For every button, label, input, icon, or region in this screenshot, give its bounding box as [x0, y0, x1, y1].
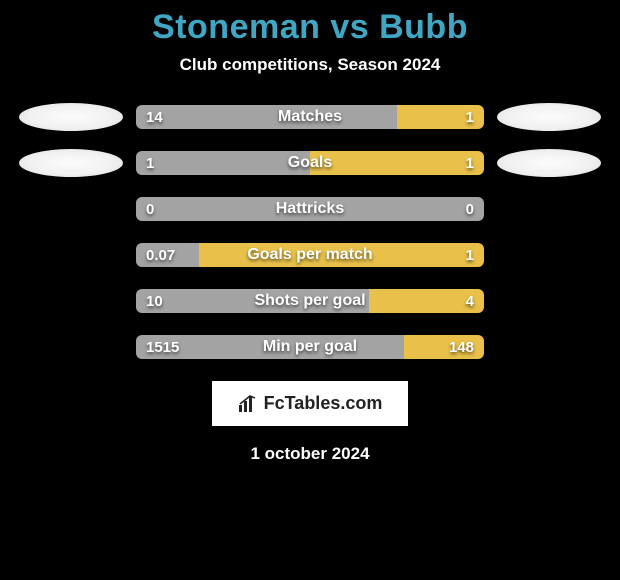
- stat-row: Hattricks00: [0, 197, 620, 221]
- stat-row: Min per goal1515148: [0, 335, 620, 359]
- stat-bar: Goals11: [136, 151, 484, 175]
- bar-segment-right: [199, 243, 484, 267]
- stat-bar: Matches141: [136, 105, 484, 129]
- stat-bar: Min per goal1515148: [136, 335, 484, 359]
- infographic-root: Stoneman vs Bubb Club competitions, Seas…: [0, 0, 620, 464]
- bar-segment-left: [136, 197, 484, 221]
- bar-segment-right: [310, 151, 484, 175]
- bar-segment-left: [136, 243, 199, 267]
- player-avatar-right: [497, 103, 601, 131]
- stat-row: Shots per goal104: [0, 289, 620, 313]
- bar-chart-icon: [238, 395, 258, 413]
- stat-row: Matches141: [0, 105, 620, 129]
- footer-date: 1 october 2024: [0, 444, 620, 464]
- stat-bar: Goals per match0.071: [136, 243, 484, 267]
- bar-segment-left: [136, 289, 369, 313]
- player-avatar-right: [497, 149, 601, 177]
- bar-segment-left: [136, 335, 404, 359]
- bar-segment-right: [397, 105, 484, 129]
- bar-segment-right: [369, 289, 484, 313]
- avatar-slot-right: [484, 103, 614, 131]
- stat-rows: Matches141 Goals11 Hattricks00 Goals per ma…: [0, 105, 620, 359]
- stat-row: Goals11: [0, 151, 620, 175]
- page-subtitle: Club competitions, Season 2024: [0, 55, 620, 75]
- avatar-slot-right: [484, 149, 614, 177]
- stat-bar: Shots per goal104: [136, 289, 484, 313]
- avatar-slot-left: [6, 149, 136, 177]
- brand-badge: FcTables.com: [212, 381, 409, 426]
- player-avatar-left: [19, 103, 123, 131]
- player-avatar-left: [19, 149, 123, 177]
- bar-segment-right: [404, 335, 484, 359]
- stat-row: Goals per match0.071: [0, 243, 620, 267]
- brand-text: FcTables.com: [264, 393, 383, 414]
- bar-segment-left: [136, 151, 310, 175]
- avatar-slot-left: [6, 103, 136, 131]
- stat-bar: Hattricks00: [136, 197, 484, 221]
- bar-segment-left: [136, 105, 397, 129]
- page-title: Stoneman vs Bubb: [0, 8, 620, 47]
